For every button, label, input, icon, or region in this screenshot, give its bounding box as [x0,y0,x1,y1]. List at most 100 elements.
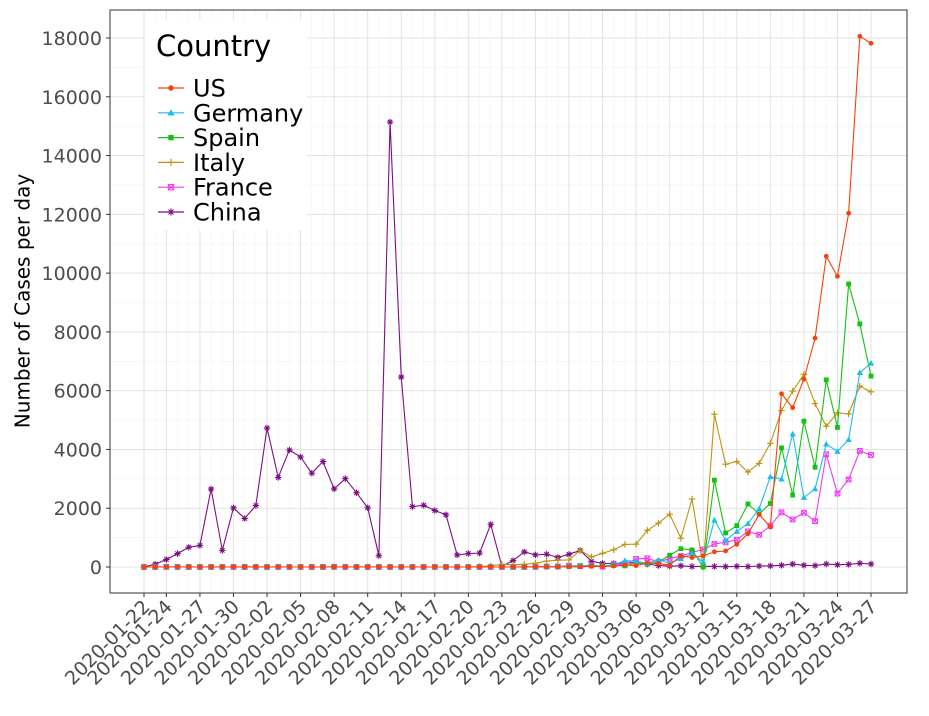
data-point-china [207,485,215,493]
data-point-germany [789,430,796,437]
data-point-us [175,564,180,570]
legend-item-us: US [158,75,226,103]
data-point-germany [800,494,808,500]
data-point-us [287,564,292,570]
data-point-china [353,489,360,496]
series-layer [140,33,875,571]
legend-label-us: US [193,75,226,103]
data-point-china [867,560,875,568]
y-axis: 0 2000 4000 6000 8000 10000 12000 14000 16000 180… [42,28,110,579]
data-point-china [487,521,494,528]
data-point-spain [812,464,818,470]
data-point-china [856,560,864,567]
data-point-us [410,564,415,570]
data-point-us [331,564,337,570]
data-point-china [688,563,696,570]
data-point-italy [767,440,774,447]
data-point-us [197,564,203,570]
data-point-italy [655,519,662,527]
data-point-china [420,502,427,509]
data-point-china [174,550,181,557]
y-tick-label: 12000 [42,204,102,226]
data-point-france [756,531,763,538]
y-tick-label: 6000 [54,381,102,403]
data-point-spain [667,552,673,558]
data-point-us [521,564,527,570]
legend-marker-us [168,85,174,91]
data-point-germany [755,505,763,512]
data-point-china [431,507,438,514]
data-point-china [196,542,204,549]
data-point-china [275,474,282,481]
data-point-us [611,563,617,569]
data-point-italy [577,547,584,554]
series-us [141,33,874,570]
data-point-us [745,531,751,537]
data-point-italy [811,400,819,407]
data-point-italy [744,468,752,476]
data-point-france [711,541,718,547]
data-point-china [755,562,763,570]
data-point-us [208,564,214,570]
data-point-china [532,551,539,559]
data-point-spain [801,418,807,424]
data-point-italy [800,371,808,378]
data-point-us [723,548,728,554]
data-point-us [376,564,382,570]
data-point-china [297,453,304,461]
data-point-spain [779,445,784,451]
y-tick-label: 8000 [54,322,102,344]
data-point-us [264,564,270,570]
data-point-us [555,564,561,570]
data-point-germany [845,436,852,442]
data-point-italy [778,407,785,414]
data-point-us [644,560,650,566]
data-point-italy [610,546,617,553]
y-axis-title: Number of Cases per day [11,174,35,429]
data-point-germany [722,537,729,543]
data-point-china [521,548,528,556]
data-point-china [823,560,830,568]
data-point-us [801,376,807,382]
data-point-us [689,555,695,560]
data-point-us [387,564,393,570]
data-point-germany [711,516,718,523]
data-point-spain [790,492,796,498]
data-point-spain [700,564,706,570]
legend-label-france: France [193,174,273,202]
data-point-us [242,564,248,570]
data-point-us [577,564,583,570]
data-point-germany [632,558,640,564]
data-point-china [286,446,293,454]
series-germany [140,360,875,570]
data-point-italy [677,535,685,542]
data-point-italy [666,510,673,518]
legend-marker-spain [168,134,174,141]
legend-label-spain: Spain [193,124,260,152]
data-point-us [354,564,359,570]
data-point-spain [868,373,874,379]
data-point-us [342,564,348,570]
data-point-us [152,564,158,570]
data-point-us [656,561,661,566]
data-point-china [509,557,517,564]
data-point-italy [789,387,796,395]
data-point-china [330,485,338,493]
data-point-us [219,564,225,570]
data-point-china [398,373,405,381]
data-point-us [667,562,673,568]
data-point-china [409,503,416,510]
data-point-china [565,551,573,558]
y-tick-label: 0 [90,557,102,579]
data-point-us [298,564,303,570]
data-point-us [868,40,874,46]
data-point-china [465,550,472,557]
data-point-china [241,515,248,522]
legend-label-germany: Germany [193,99,303,127]
x-axis: 2020-01-222020-01-242020-01-272020-01-30… [61,593,882,690]
y-tick-label: 2000 [54,498,102,520]
data-point-us [186,564,192,570]
data-point-germany [767,473,774,480]
data-point-china [230,504,237,512]
